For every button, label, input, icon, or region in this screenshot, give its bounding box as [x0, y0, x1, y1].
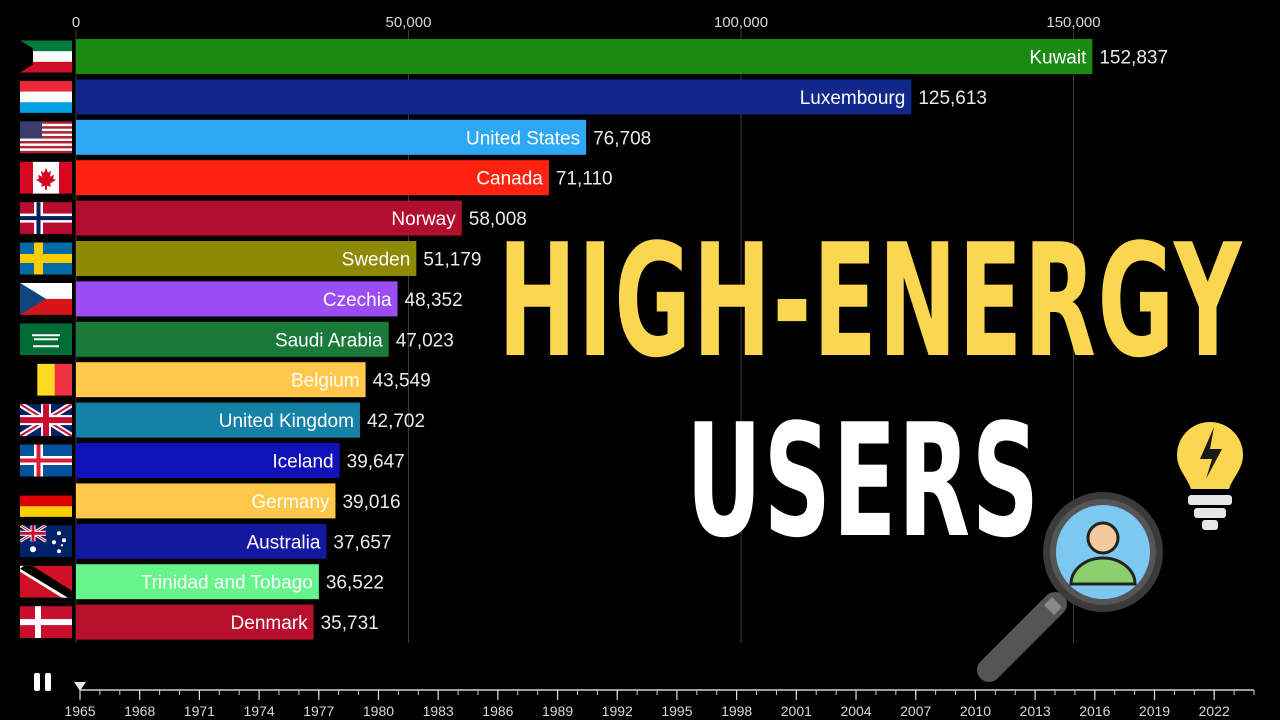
- united-kingdom-flag-icon: [20, 404, 72, 437]
- timeline-year-label: 1974: [244, 703, 275, 719]
- x-tick-label: 100,000: [714, 14, 768, 31]
- bar-united-states: [76, 119, 587, 155]
- bar-value-label: 48,352: [405, 290, 463, 311]
- timeline-year-label: 2019: [1139, 703, 1170, 719]
- norway-flag-icon: [20, 202, 72, 235]
- timeline-axis[interactable]: 1965 1968 1971 1974 1977 1980 1983 1986 1989 1992…: [64, 682, 1255, 719]
- x-tick-label: 150,000: [1046, 14, 1100, 31]
- bar-value-label: 58,008: [469, 209, 527, 230]
- bar-label: United States: [466, 128, 580, 149]
- bar-value-label: 37,657: [333, 532, 391, 553]
- bar-value-label: 47,023: [396, 330, 454, 351]
- flag-column: [20, 40, 72, 639]
- bar-value-label: 125,613: [918, 88, 987, 109]
- bar-label: Belgium: [291, 371, 360, 392]
- bar-luxembourg: [76, 79, 912, 115]
- timeline-year-label: 1998: [721, 703, 752, 719]
- bar-label: Norway: [391, 209, 456, 230]
- bar-label: Czechia: [323, 290, 392, 311]
- timeline-year-label: 2022: [1199, 703, 1230, 719]
- czechia-flag-icon: [20, 282, 72, 315]
- bar-value-label: 76,708: [593, 128, 651, 149]
- bar-belgium: [76, 362, 366, 398]
- x-tick-label: 50,000: [386, 14, 432, 31]
- timeline-year-label: 1968: [124, 703, 155, 719]
- bar-czechia: [76, 281, 398, 317]
- bar-label: Luxembourg: [800, 88, 906, 109]
- bar-united-kingdom: [76, 402, 360, 438]
- bars: Kuwait 152,837 Luxembourg 125,613 United Sta…: [76, 39, 1168, 640]
- kuwait-flag-icon: [20, 40, 72, 73]
- bar-germany: [76, 483, 336, 519]
- bar-value-label: 39,016: [342, 492, 400, 513]
- united-states-flag-icon: [20, 121, 72, 154]
- pause-button[interactable]: [32, 670, 54, 694]
- timeline-year-label: 2007: [900, 703, 931, 719]
- saudi-arabia-flag-icon: [20, 323, 72, 356]
- bar-label: United Kingdom: [219, 411, 354, 432]
- timeline-year-label: 1989: [542, 703, 573, 719]
- sweden-flag-icon: [20, 242, 72, 275]
- bar-label: Iceland: [272, 452, 333, 473]
- bar-label: Sweden: [342, 250, 411, 271]
- pause-icon: [34, 673, 40, 691]
- bar-label: Saudi Arabia: [275, 330, 383, 351]
- bar-saudi-arabia: [76, 321, 389, 357]
- timeline-cursor[interactable]: [74, 682, 86, 691]
- luxembourg-flag-icon: [20, 80, 72, 113]
- timeline-year-label: 1980: [363, 703, 394, 719]
- bar-value-label: 36,522: [326, 573, 384, 594]
- bar-value-label: 35,731: [321, 613, 379, 634]
- timeline-year-label: 2010: [960, 703, 991, 719]
- bar-norway: [76, 200, 462, 236]
- headline-line-1: HIGH-ENERGY: [498, 212, 1244, 393]
- timeline-year-label: 2004: [840, 703, 871, 719]
- timeline-year-label: 2016: [1079, 703, 1110, 719]
- bar-value-label: 152,837: [1099, 48, 1168, 69]
- bar-value-label: 43,549: [373, 371, 431, 392]
- bar-label: Denmark: [231, 613, 309, 634]
- bar-sweden: [76, 241, 417, 276]
- bar-label: Australia: [246, 532, 320, 553]
- trinidad-and-tobago-flag-icon: [20, 565, 72, 598]
- germany-flag-icon: [20, 484, 72, 517]
- timeline-year-label: 1983: [423, 703, 454, 719]
- bar-value-label: 71,110: [556, 169, 613, 190]
- bar-label: Trinidad and Tobago: [141, 573, 313, 594]
- bar-label: Germany: [251, 492, 330, 513]
- magnifier-user-icon: [977, 492, 1163, 682]
- bar-iceland: [76, 443, 340, 478]
- bar-trinidad-and-tobago: [76, 564, 319, 600]
- timeline-year-label: 1986: [482, 703, 513, 719]
- lightbulb-bolt-icon: [1177, 422, 1243, 530]
- iceland-flag-icon: [20, 444, 72, 477]
- bar-value-label: 51,179: [423, 250, 481, 271]
- timeline-year-label: 1977: [303, 703, 334, 719]
- timeline-year-label: 1992: [602, 703, 633, 719]
- headline-line-2: USERS: [686, 392, 1041, 573]
- bar-label: Kuwait: [1029, 48, 1087, 69]
- bar-canada: [76, 160, 549, 196]
- belgium-flag-icon: [20, 363, 72, 396]
- australia-flag-icon: [20, 525, 72, 558]
- bar-value-label: 42,702: [367, 411, 425, 432]
- bar-australia: [76, 523, 327, 559]
- bar-value-label: 39,647: [347, 452, 405, 473]
- canada-flag-icon: [20, 161, 72, 194]
- timeline-year-label: 1965: [64, 703, 95, 719]
- x-axis: 0 50,000 100,000 150,000: [72, 14, 1101, 31]
- bar-label: Canada: [476, 169, 543, 190]
- timeline-year-label: 1995: [661, 703, 692, 719]
- timeline-year-label: 2013: [1020, 703, 1051, 719]
- timeline-year-label: 2001: [781, 703, 812, 719]
- x-tick-label: 0: [72, 14, 80, 31]
- bar-kuwait: [76, 39, 1093, 74]
- timeline-year-label: 1971: [184, 703, 215, 719]
- denmark-flag-icon: [20, 606, 72, 639]
- bar-denmark: [76, 604, 314, 640]
